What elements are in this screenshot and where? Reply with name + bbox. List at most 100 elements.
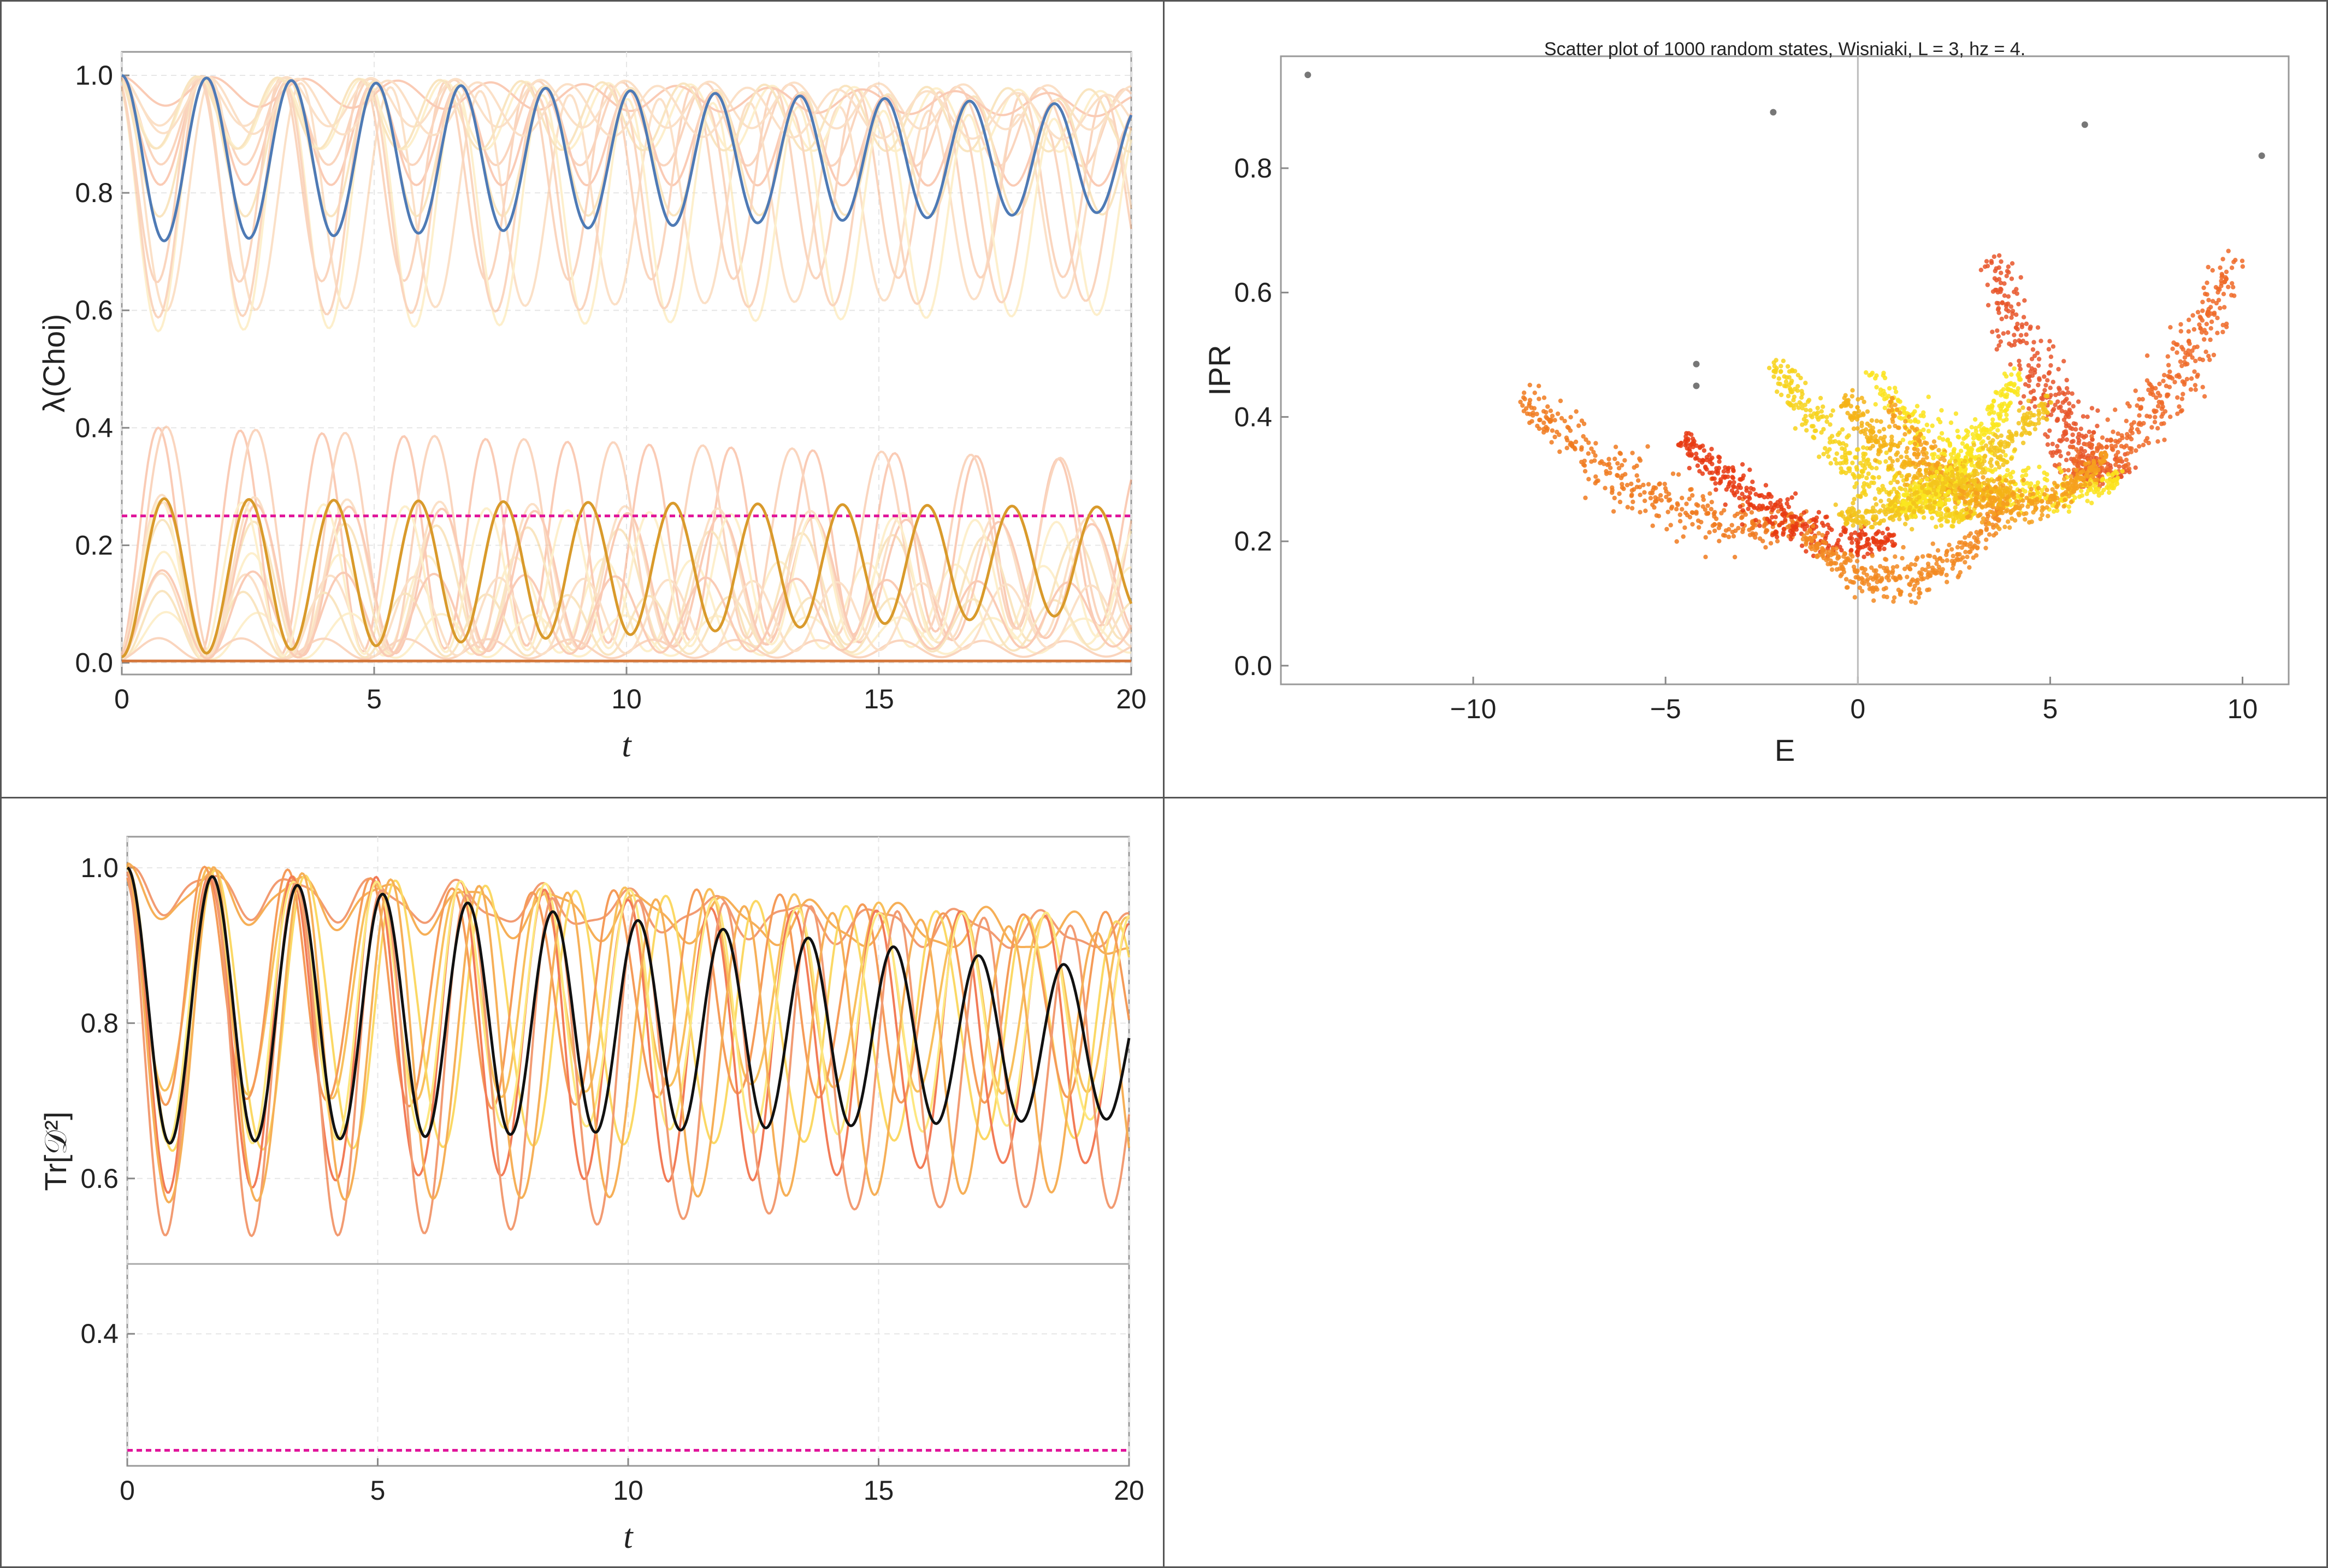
ipr-point	[1594, 479, 1599, 484]
ipr-point	[1994, 266, 1999, 271]
ipr-point	[1781, 526, 1786, 531]
ipr-point	[2004, 315, 2009, 319]
ipr-point	[2150, 392, 2156, 398]
ipr-point	[1763, 483, 1769, 488]
ipr-point	[1985, 263, 1990, 269]
ipr-point	[2162, 437, 2167, 442]
ipr-point	[2108, 437, 2114, 443]
ipr-point	[1881, 388, 1886, 394]
ipr-x-tick-label: 0	[1850, 694, 1865, 724]
ipr-point	[2085, 415, 2090, 419]
ipr-point	[2074, 468, 2079, 472]
ipr-point	[1911, 587, 1916, 592]
ipr-point	[1562, 418, 1567, 424]
ipr-point	[1947, 459, 1953, 464]
ipr-point	[2177, 404, 2182, 409]
ipr-point	[1890, 396, 1895, 401]
ipr-point	[1895, 443, 1900, 448]
ipr-point	[2027, 378, 2032, 383]
ipr-point	[1862, 532, 1867, 537]
ipr-point	[2057, 462, 2062, 467]
ipr-point	[1851, 501, 1856, 506]
ipr-point	[1914, 497, 1919, 502]
ipr-point	[1735, 511, 1740, 517]
ipr-point	[2016, 421, 2021, 426]
ipr-point	[2011, 470, 2016, 475]
ipr-point	[1827, 447, 1832, 452]
ipr-point	[2075, 472, 2080, 477]
ipr-point	[1946, 497, 1952, 502]
ipr-point	[1664, 526, 1669, 532]
ipr-point	[1856, 409, 1862, 414]
panel-empty	[1163, 797, 2328, 1568]
ipr-point	[2057, 466, 2062, 471]
ipr-point	[1617, 451, 1622, 455]
ipr-point	[2048, 386, 2053, 390]
ipr-point	[2016, 301, 2021, 307]
ipr-point	[2024, 430, 2029, 435]
ipr-point	[1865, 551, 1870, 557]
ipr-point	[2206, 264, 2211, 270]
ipr-point	[2135, 403, 2140, 408]
ipr-point	[2018, 275, 2023, 280]
ipr-point	[2036, 363, 2041, 368]
ipr-point	[1856, 532, 1861, 537]
ipr-point	[1986, 502, 1990, 507]
ipr-point	[1541, 395, 1547, 400]
ipr-point	[1900, 461, 1905, 466]
ipr-point	[2099, 453, 2104, 458]
ipr-point	[1599, 459, 1604, 464]
ipr-point	[1811, 411, 1817, 416]
ipr-point	[1800, 422, 1805, 427]
ipr-point	[1961, 464, 1966, 469]
ipr-point	[2078, 475, 2083, 481]
ipr-point	[1872, 458, 1878, 463]
ipr-point	[1710, 455, 1715, 460]
ipr-point	[1993, 498, 1998, 503]
ipr-point	[1694, 511, 1699, 516]
ipr-point	[1974, 429, 1978, 434]
ipr-point	[2008, 362, 2013, 367]
ipr-point	[1712, 522, 1717, 527]
ipr-point	[1819, 549, 1824, 554]
ipr-point	[1541, 409, 1546, 414]
ipr-point	[2066, 468, 2071, 473]
ipr-point	[1855, 405, 1860, 410]
ipr-point	[1965, 433, 1970, 438]
ipr-point	[1967, 474, 1972, 479]
ipr-point	[2144, 378, 2150, 383]
ipr-point	[2035, 490, 2040, 496]
ipr-point	[1823, 446, 1828, 451]
ipr-point	[1901, 506, 1906, 511]
ipr-point	[1634, 473, 1639, 478]
ipr-point	[1740, 522, 1745, 527]
ipr-point	[2008, 475, 2013, 480]
ipr-point	[1765, 494, 1770, 500]
ipr-point	[1939, 489, 1944, 494]
ipr-point	[2012, 333, 2017, 338]
ipr-point	[2014, 430, 2019, 435]
ipr-point	[1995, 477, 2000, 482]
ipr-point	[1568, 415, 1573, 419]
ipr-point	[1921, 515, 1927, 520]
purity-y-tick-label: 0.4	[80, 1318, 119, 1349]
ipr-point	[1816, 510, 1822, 515]
ipr-point	[1864, 542, 1870, 547]
ipr-point	[2001, 331, 2006, 336]
ipr-point	[2042, 388, 2047, 393]
ipr-point	[1879, 576, 1884, 581]
ipr-point	[1828, 561, 1833, 567]
ipr-point	[1778, 498, 1783, 503]
ipr-point	[2022, 298, 2027, 303]
ipr-point	[1947, 441, 1952, 447]
ipr-point	[1828, 461, 1833, 466]
ipr-point	[1762, 522, 1767, 528]
ipr-point	[1707, 491, 1712, 496]
ipr-point	[2199, 330, 2205, 335]
ipr-point	[1629, 481, 1634, 487]
ipr-point	[1862, 581, 1866, 586]
ipr-point	[1922, 440, 1928, 445]
ipr-point	[1582, 458, 1587, 464]
ipr-point	[1954, 496, 1959, 501]
ipr-point	[1686, 431, 1691, 436]
